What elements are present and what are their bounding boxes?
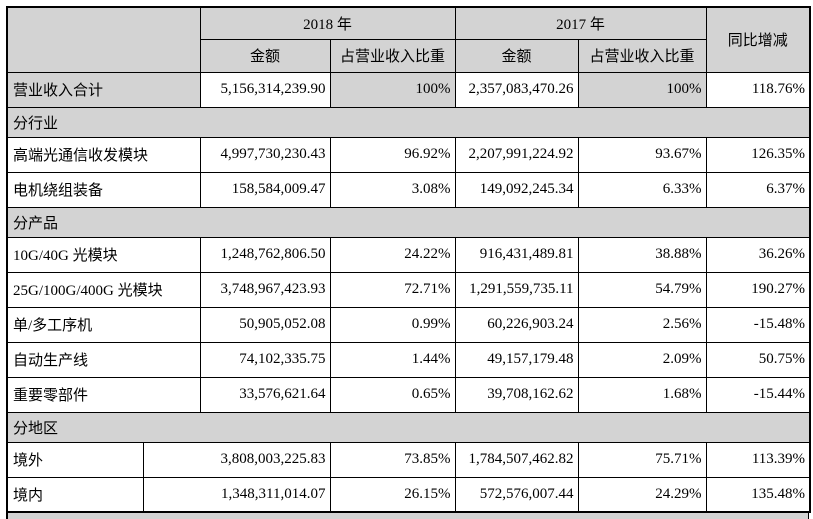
amount-2018-cell: 74,102,335.75 xyxy=(199,341,331,378)
amount-2018-cell: 5,156,314,239.90 xyxy=(199,71,331,108)
yoy-cell: 36.26% xyxy=(705,236,811,273)
row-label-cell: 营业收入合计 xyxy=(6,71,201,108)
share-2018-cell: 3.08% xyxy=(329,171,456,208)
yoy-header: 同比增减 xyxy=(705,6,811,73)
share-2018-cell: 24.22% xyxy=(329,236,456,273)
yoy-cell: 6.37% xyxy=(705,171,811,208)
share-2017-cell: 54.79% xyxy=(577,271,707,308)
row-label-cell: 10G/40G 光模块 xyxy=(6,236,201,273)
yoy-cell: 118.76% xyxy=(705,71,811,108)
share-2017-cell: 2.56% xyxy=(577,306,707,343)
share-2017-cell: 100% xyxy=(577,71,707,108)
share-2018-cell: 26.15% xyxy=(329,476,456,513)
table-body: 营业收入合计 5,156,314,239.90 100% 2,357,083,470.… xyxy=(6,71,811,513)
revenue-breakdown-table: 2018 年 2017 年 同比增减 金额 占营业收入比重 金额 占营业收入比重… xyxy=(6,6,812,513)
share-2017-cell: 2.09% xyxy=(577,341,707,378)
row-label-cell: 单/多工序机 xyxy=(6,306,201,343)
share-2017-cell: 6.33% xyxy=(577,171,707,208)
amount-2018-cell: 1,248,762,806.50 xyxy=(199,236,331,273)
table-row: 境内 1,348,311,014.07 26.15% 572,576,007.44 24… xyxy=(6,476,811,513)
section-row: 分产品 xyxy=(6,206,811,238)
share-2017-cell: 93.67% xyxy=(577,136,707,173)
amount-2017-cell: 39,708,162.62 xyxy=(454,376,579,413)
amount-2017-cell: 1,784,507,462.82 xyxy=(454,441,579,478)
share-2017-cell: 24.29% xyxy=(577,476,707,513)
amount-2017-cell: 60,226,903.24 xyxy=(454,306,579,343)
section-row: 分行业 xyxy=(6,106,811,138)
header-row-measures: 金额 占营业收入比重 金额 占营业收入比重 xyxy=(7,38,810,73)
row-label-cell: 境外 xyxy=(6,441,144,478)
yoy-cell: 113.39% xyxy=(705,441,811,478)
yoy-cell: -15.48% xyxy=(705,306,811,343)
share-2018-cell: 96.92% xyxy=(329,136,456,173)
yoy-cell: 190.27% xyxy=(705,271,811,308)
amount-2018-cell: 158,584,009.47 xyxy=(199,171,331,208)
amount-2017-cell: 2,207,991,224.92 xyxy=(454,136,579,173)
share-2018-cell: 0.65% xyxy=(329,376,456,413)
table-row: 单/多工序机 50,905,052.08 0.99% 60,226,903.24 2.5… xyxy=(6,306,811,343)
yoy-cell: 50.75% xyxy=(705,341,811,378)
share-2017-cell: 38.88% xyxy=(577,236,707,273)
corner-cell xyxy=(6,6,201,73)
amount-2018-cell: 3,808,003,225.83 xyxy=(142,441,331,478)
table-row: 重要零部件 33,576,621.64 0.65% 39,708,162.62 1.68… xyxy=(6,376,811,413)
amount-2017-cell: 49,157,179.48 xyxy=(454,341,579,378)
year-2018-header: 2018 年 xyxy=(199,6,456,40)
section-label: 分产品 xyxy=(6,206,811,238)
amount-2017-cell: 916,431,489.81 xyxy=(454,236,579,273)
row-label-cell: 自动生产线 xyxy=(6,341,201,378)
row-label-cell: 境内 xyxy=(6,476,144,513)
section-label: 分地区 xyxy=(6,411,811,443)
section-row: 分地区 xyxy=(6,411,811,443)
year-2017-header: 2017 年 xyxy=(454,6,707,40)
amount-2017-cell: 2,357,083,470.26 xyxy=(454,71,579,108)
share-2018-cell: 0.99% xyxy=(329,306,456,343)
table-row: 10G/40G 光模块 1,248,762,806.50 24.22% 916,431… xyxy=(6,236,811,273)
amount-2018-cell: 4,997,730,230.43 xyxy=(199,136,331,173)
table-row: 境外 3,808,003,225.83 73.85% 1,784,507,462.82… xyxy=(6,441,811,478)
row-label-cell: 电机绕组装备 xyxy=(6,171,201,208)
table-row: 高端光通信收发模块 4,997,730,230.43 96.92% 2,207,991… xyxy=(6,136,811,173)
share-2017-cell: 75.71% xyxy=(577,441,707,478)
yoy-cell: -15.44% xyxy=(705,376,811,413)
table-row: 电机绕组装备 158,584,009.47 3.08% 149,092,245.34 6… xyxy=(6,171,811,208)
amount-2017-cell: 149,092,245.34 xyxy=(454,171,579,208)
amount-2017-cell: 1,291,559,735.11 xyxy=(454,271,579,308)
share-2017-header: 占营业收入比重 xyxy=(577,38,707,73)
row-label-cell: 高端光通信收发模块 xyxy=(6,136,201,173)
amount-2017-header: 金额 xyxy=(454,38,579,73)
table-row: 25G/100G/400G 光模块 3,748,967,423.93 72.71% 1… xyxy=(6,271,811,308)
share-2018-header: 占营业收入比重 xyxy=(329,38,456,73)
share-2017-cell: 1.68% xyxy=(577,376,707,413)
amount-2018-header: 金额 xyxy=(199,38,331,73)
amount-2018-cell: 1,348,311,014.07 xyxy=(142,476,331,513)
amount-2017-cell: 572,576,007.44 xyxy=(454,476,579,513)
next-row-partial-strip xyxy=(6,513,809,519)
share-2018-cell: 73.85% xyxy=(329,441,456,478)
section-label: 分行业 xyxy=(6,106,811,138)
table-row: 自动生产线 74,102,335.75 1.44% 49,157,179.48 2.09… xyxy=(6,341,811,378)
yoy-cell: 135.48% xyxy=(705,476,811,513)
share-2018-cell: 100% xyxy=(329,71,456,108)
amount-2018-cell: 50,905,052.08 xyxy=(199,306,331,343)
share-2018-cell: 1.44% xyxy=(329,341,456,378)
row-label-cell: 重要零部件 xyxy=(6,376,201,413)
header-row-years: 2018 年 2017 年 同比增减 xyxy=(6,6,811,73)
table-row: 营业收入合计 5,156,314,239.90 100% 2,357,083,470.… xyxy=(6,71,811,108)
amount-2018-cell: 33,576,621.64 xyxy=(199,376,331,413)
share-2018-cell: 72.71% xyxy=(329,271,456,308)
amount-2018-cell: 3,748,967,423.93 xyxy=(199,271,331,308)
yoy-cell: 126.35% xyxy=(705,136,811,173)
row-label-cell: 25G/100G/400G 光模块 xyxy=(6,271,201,308)
